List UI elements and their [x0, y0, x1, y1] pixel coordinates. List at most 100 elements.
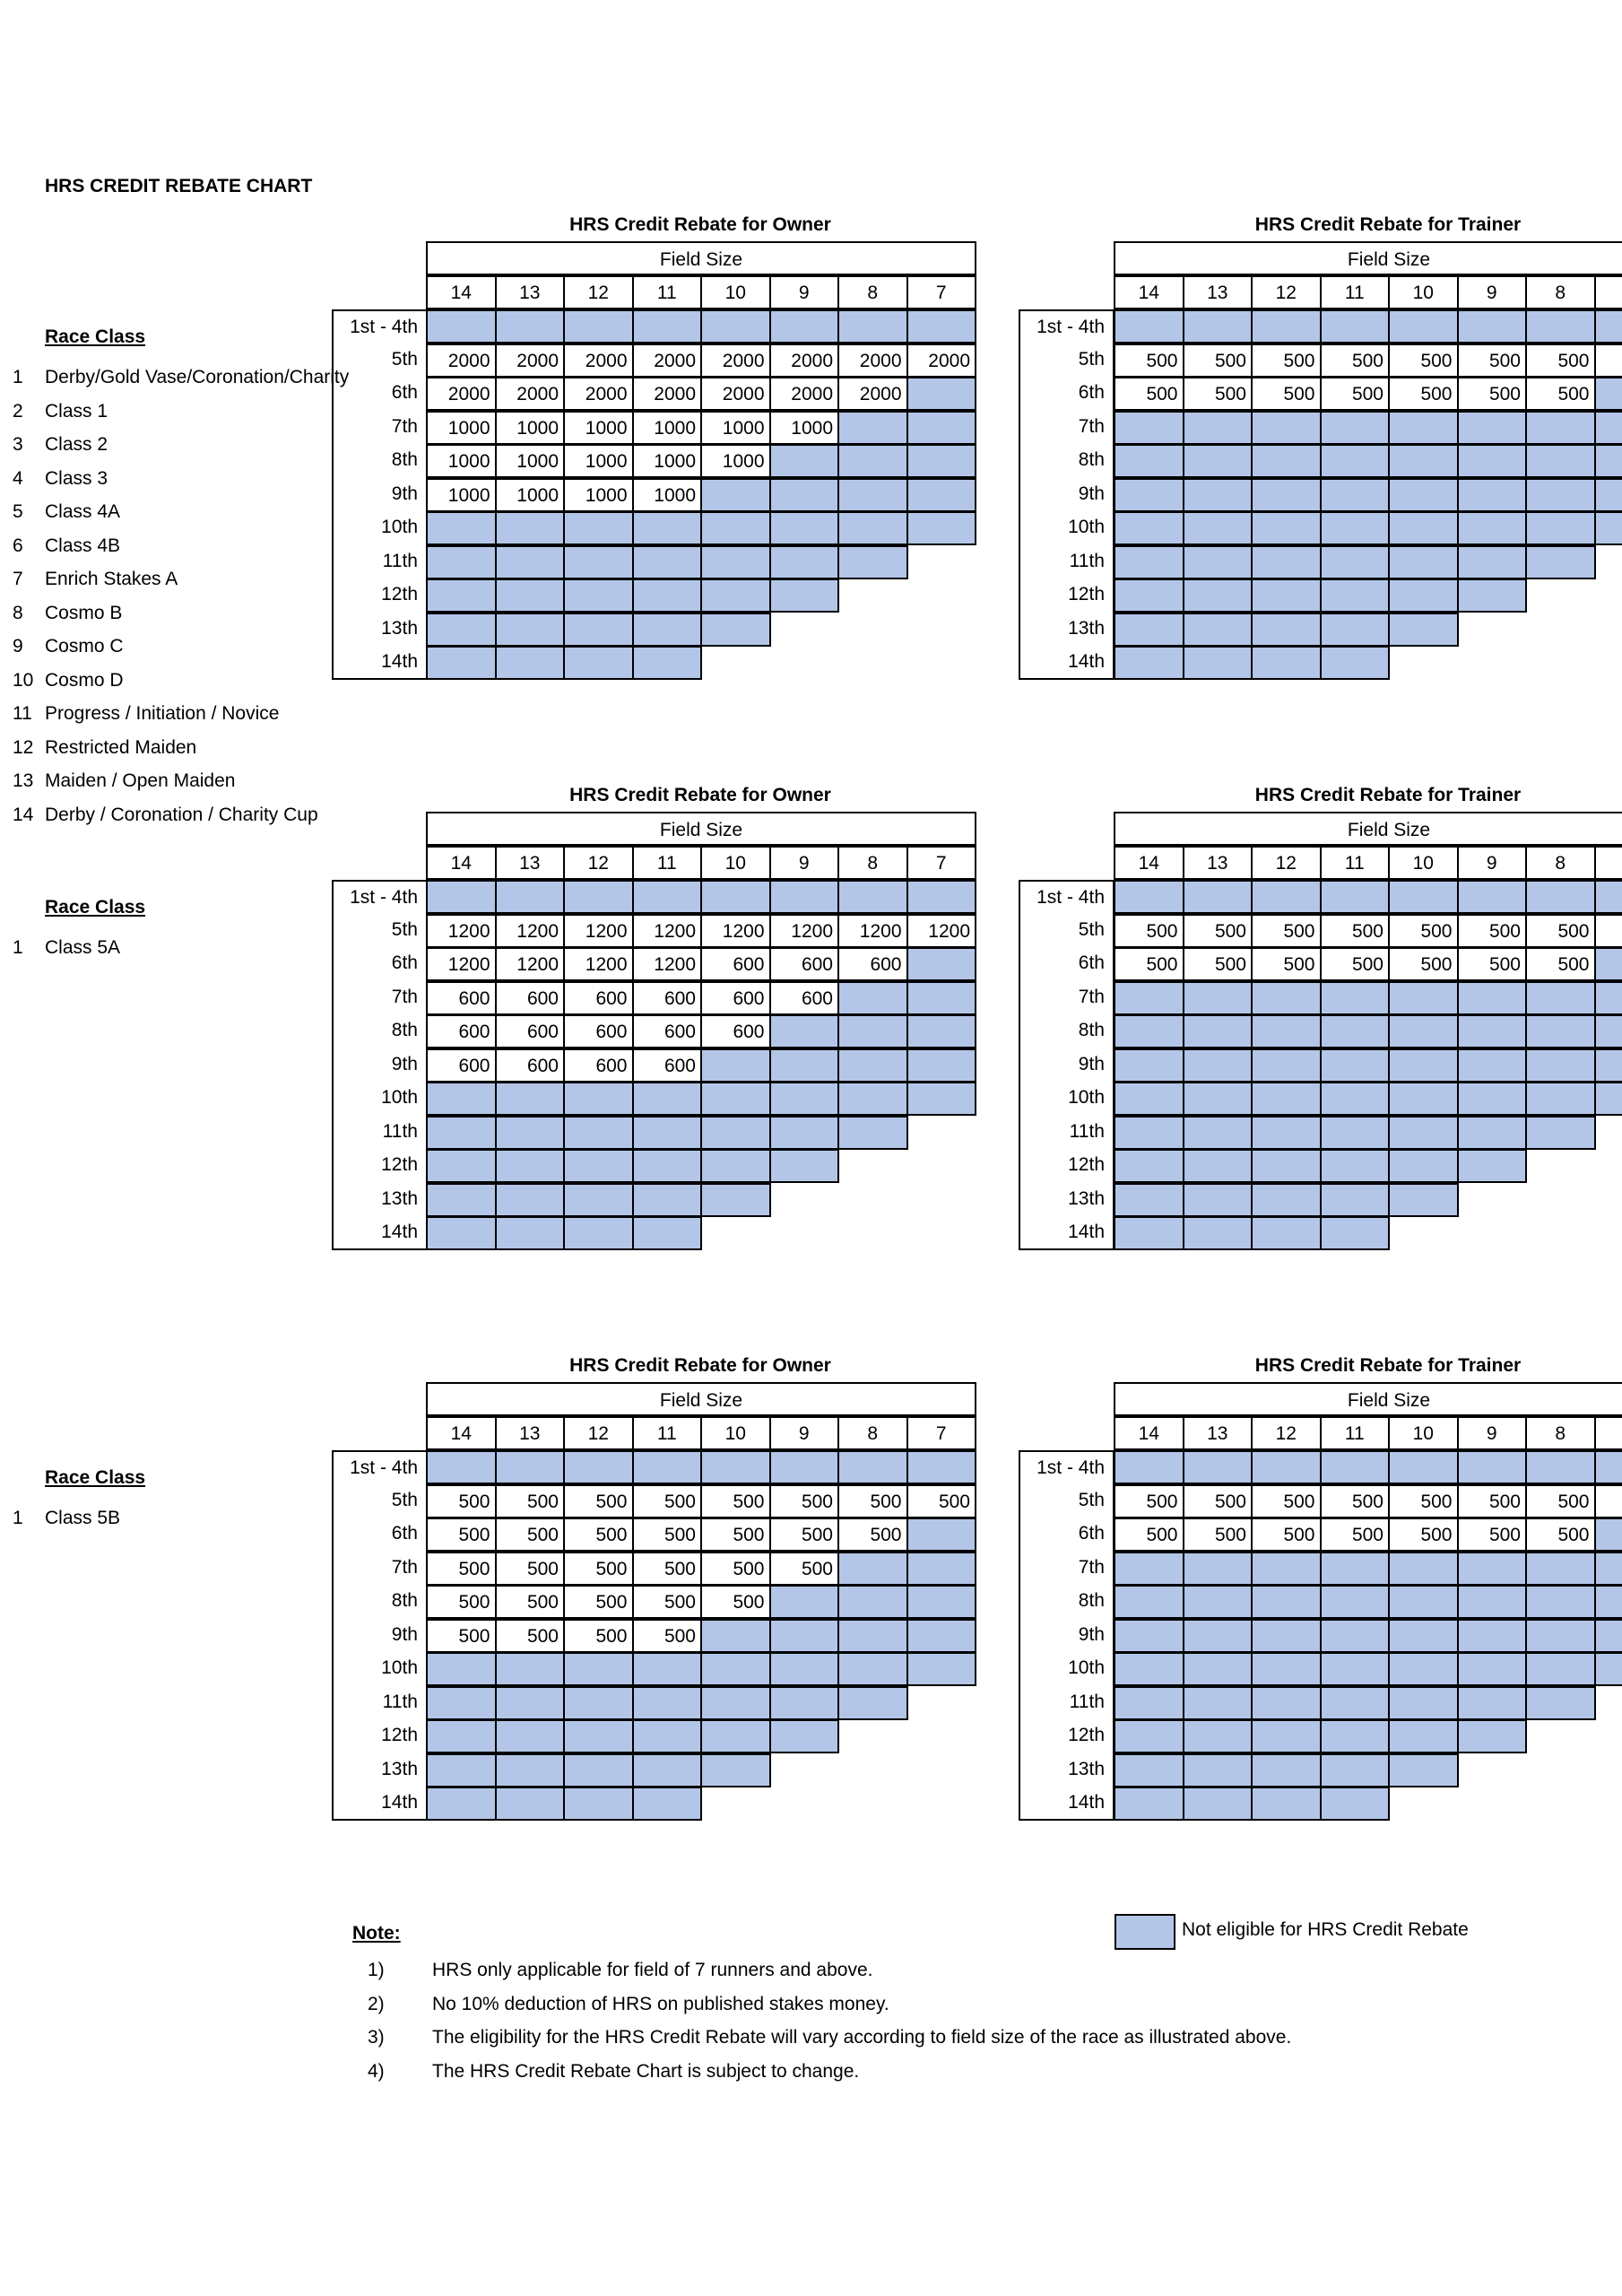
position-label: 11th — [332, 1685, 428, 1720]
field-size-column-header: 12 — [1251, 846, 1322, 880]
not-eligible-cell — [1525, 880, 1596, 914]
not-eligible-cell — [563, 1149, 634, 1183]
field-size-header: Field Size — [426, 812, 976, 846]
not-eligible-cell — [1319, 578, 1390, 613]
not-eligible-cell — [1182, 1182, 1253, 1217]
not-eligible-cell — [837, 980, 908, 1015]
not-eligible-cell — [1114, 1450, 1184, 1484]
field-size-column-header: 9 — [1456, 275, 1527, 309]
position-label: 8th — [332, 444, 428, 478]
not-eligible-cell — [1388, 1685, 1459, 1720]
not-eligible-cell — [426, 1685, 497, 1720]
race-class-number: 1 — [13, 1508, 23, 1528]
not-eligible-cell — [494, 544, 565, 579]
not-eligible-cell — [837, 444, 908, 478]
position-label: 6th — [332, 1518, 428, 1552]
not-eligible-cell — [1525, 980, 1596, 1015]
not-eligible-cell — [1456, 1551, 1527, 1586]
not-eligible-cell — [1593, 1048, 1622, 1083]
field-size-header: Field Size — [426, 1382, 976, 1416]
not-eligible-cell — [1182, 1450, 1253, 1484]
not-eligible-cell — [1525, 410, 1596, 445]
not-eligible-cell — [631, 1719, 702, 1753]
not-eligible-cell — [426, 646, 497, 680]
not-eligible-cell — [837, 880, 908, 914]
rebate-value-cell: 600 — [426, 1014, 497, 1048]
rebate-value-cell: 1000 — [426, 477, 497, 512]
rebate-value-cell: 2000 — [906, 343, 976, 378]
not-eligible-cell — [1114, 578, 1184, 613]
not-eligible-cell — [1251, 511, 1322, 545]
not-eligible-cell — [1388, 1652, 1459, 1686]
not-eligible-cell — [700, 612, 771, 647]
rebate-value-cell: 1200 — [837, 913, 908, 948]
field-size-column-header: 11 — [631, 846, 702, 880]
table-title: HRS Credit Rebate for Trainer — [1254, 214, 1522, 235]
not-eligible-cell — [700, 309, 771, 344]
not-eligible-cell — [426, 880, 497, 914]
rebate-value-cell: 600 — [700, 1014, 771, 1048]
not-eligible-cell — [631, 1787, 702, 1821]
not-eligible-cell — [631, 880, 702, 914]
field-size-column-header: 13 — [494, 1416, 565, 1450]
not-eligible-cell — [494, 646, 565, 680]
not-eligible-cell — [1319, 1450, 1390, 1484]
not-eligible-cell — [1525, 309, 1596, 344]
not-eligible-cell — [494, 880, 565, 914]
rebate-value-cell: 500 — [1182, 377, 1253, 411]
not-eligible-cell — [563, 1719, 634, 1753]
position-label: 10th — [332, 1652, 428, 1686]
not-eligible-cell — [1251, 578, 1322, 613]
not-eligible-cell — [631, 1652, 702, 1686]
field-size-column-header: 12 — [563, 275, 634, 309]
rebate-value-cell: 600 — [768, 947, 839, 981]
not-eligible-cell — [1251, 544, 1322, 579]
not-eligible-cell — [1593, 1518, 1622, 1552]
rebate-value-cell: 500 — [494, 1618, 565, 1653]
rebate-value-cell: 500 — [1114, 1483, 1184, 1518]
rebate-value-cell: 500 — [768, 1483, 839, 1518]
rebate-value-cell: 600 — [494, 1048, 565, 1083]
rebate-value-cell: 500 — [1319, 377, 1390, 411]
field-size-column-header: 9 — [768, 846, 839, 880]
rebate-value-cell: 2000 — [494, 343, 565, 378]
not-eligible-cell — [1319, 1585, 1390, 1619]
field-size-column-header: 12 — [563, 1416, 634, 1450]
not-eligible-cell — [700, 511, 771, 545]
rebate-value-cell: 500 — [1114, 377, 1184, 411]
position-label: 13th — [1019, 612, 1115, 647]
rebate-value-cell: 500 — [1182, 913, 1253, 948]
position-label: 9th — [1019, 477, 1115, 512]
not-eligible-cell — [1114, 1182, 1184, 1217]
rebate-value-cell: 2000 — [837, 377, 908, 411]
rebate-value-cell: 500 — [631, 1618, 702, 1653]
position-label: 14th — [1019, 646, 1115, 680]
field-size-column-header: 8 — [1525, 1416, 1596, 1450]
not-eligible-cell — [1114, 1149, 1184, 1183]
rebate-value-cell: 500 — [1388, 343, 1459, 378]
rebate-value-cell: 500 — [426, 1551, 497, 1586]
not-eligible-cell — [1456, 477, 1527, 512]
position-label: 6th — [332, 377, 428, 411]
race-class-number: 14 — [13, 804, 34, 825]
rebate-value-cell: 1200 — [426, 947, 497, 981]
field-size-column-header: 8 — [1525, 846, 1596, 880]
rebate-value-cell: 500 — [1251, 1518, 1322, 1552]
not-eligible-cell — [768, 578, 839, 613]
not-eligible-cell — [426, 1149, 497, 1183]
not-eligible-cell — [837, 1014, 908, 1048]
not-eligible-cell — [1593, 410, 1622, 445]
not-eligible-cell — [631, 1685, 702, 1720]
rebate-value-cell: 500 — [1456, 1483, 1527, 1518]
not-eligible-cell — [426, 1216, 497, 1250]
not-eligible-cell — [768, 1082, 839, 1116]
rebate-value-cell: 600 — [837, 947, 908, 981]
not-eligible-cell — [1593, 980, 1622, 1015]
not-eligible-cell — [1388, 1149, 1459, 1183]
rebate-value-cell: 2000 — [563, 377, 634, 411]
not-eligible-cell — [700, 578, 771, 613]
not-eligible-cell — [1388, 880, 1459, 914]
not-eligible-cell — [837, 410, 908, 445]
not-eligible-cell — [1319, 646, 1390, 680]
position-label: 7th — [1019, 980, 1115, 1015]
